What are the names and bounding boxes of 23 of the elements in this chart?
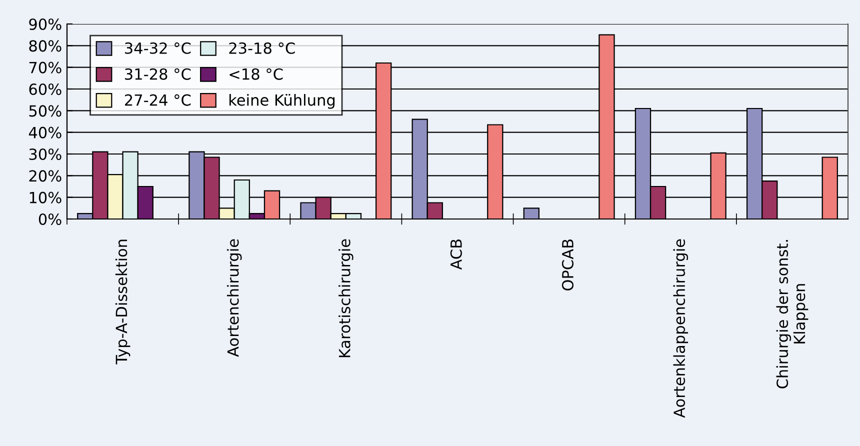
y-tick-label: 30% xyxy=(29,148,62,160)
legend-label: 27-24 °C xyxy=(124,94,191,106)
x-tick-label: ACB xyxy=(450,240,462,270)
y-tick-label: 70% xyxy=(29,62,62,74)
legend-label: <18 °C xyxy=(230,68,283,80)
x-tick-label: Aortenklappenchirurgie xyxy=(673,239,688,418)
y-tick-label: 50% xyxy=(29,105,62,117)
legend-label: keine Kühlung xyxy=(229,94,335,109)
x-tick-label: Typ-A-Dissektion xyxy=(115,240,130,364)
y-tick-label: 0% xyxy=(38,213,62,226)
y-tick-label: 90% xyxy=(29,18,62,30)
y-tick-label: 80% xyxy=(29,40,62,52)
x-tick-label: OPCAB xyxy=(562,240,574,290)
x-tick-label: Aortenchirurgie xyxy=(226,239,242,357)
y-tick-label: 10% xyxy=(30,192,62,204)
y-tick-label: 60% xyxy=(29,83,62,96)
y-tick-label: 40% xyxy=(28,126,62,138)
x-tick-label: Chirurgie der sonst. Klappen xyxy=(776,240,808,388)
legend-label: 31-28 °C xyxy=(125,68,191,80)
legend-label: 23-18 °C xyxy=(229,42,295,54)
x-tick-label: Karotischirurgie xyxy=(338,239,354,358)
y-tick-label: 20% xyxy=(29,170,62,182)
legend-label: 34-32 °C xyxy=(125,42,191,54)
